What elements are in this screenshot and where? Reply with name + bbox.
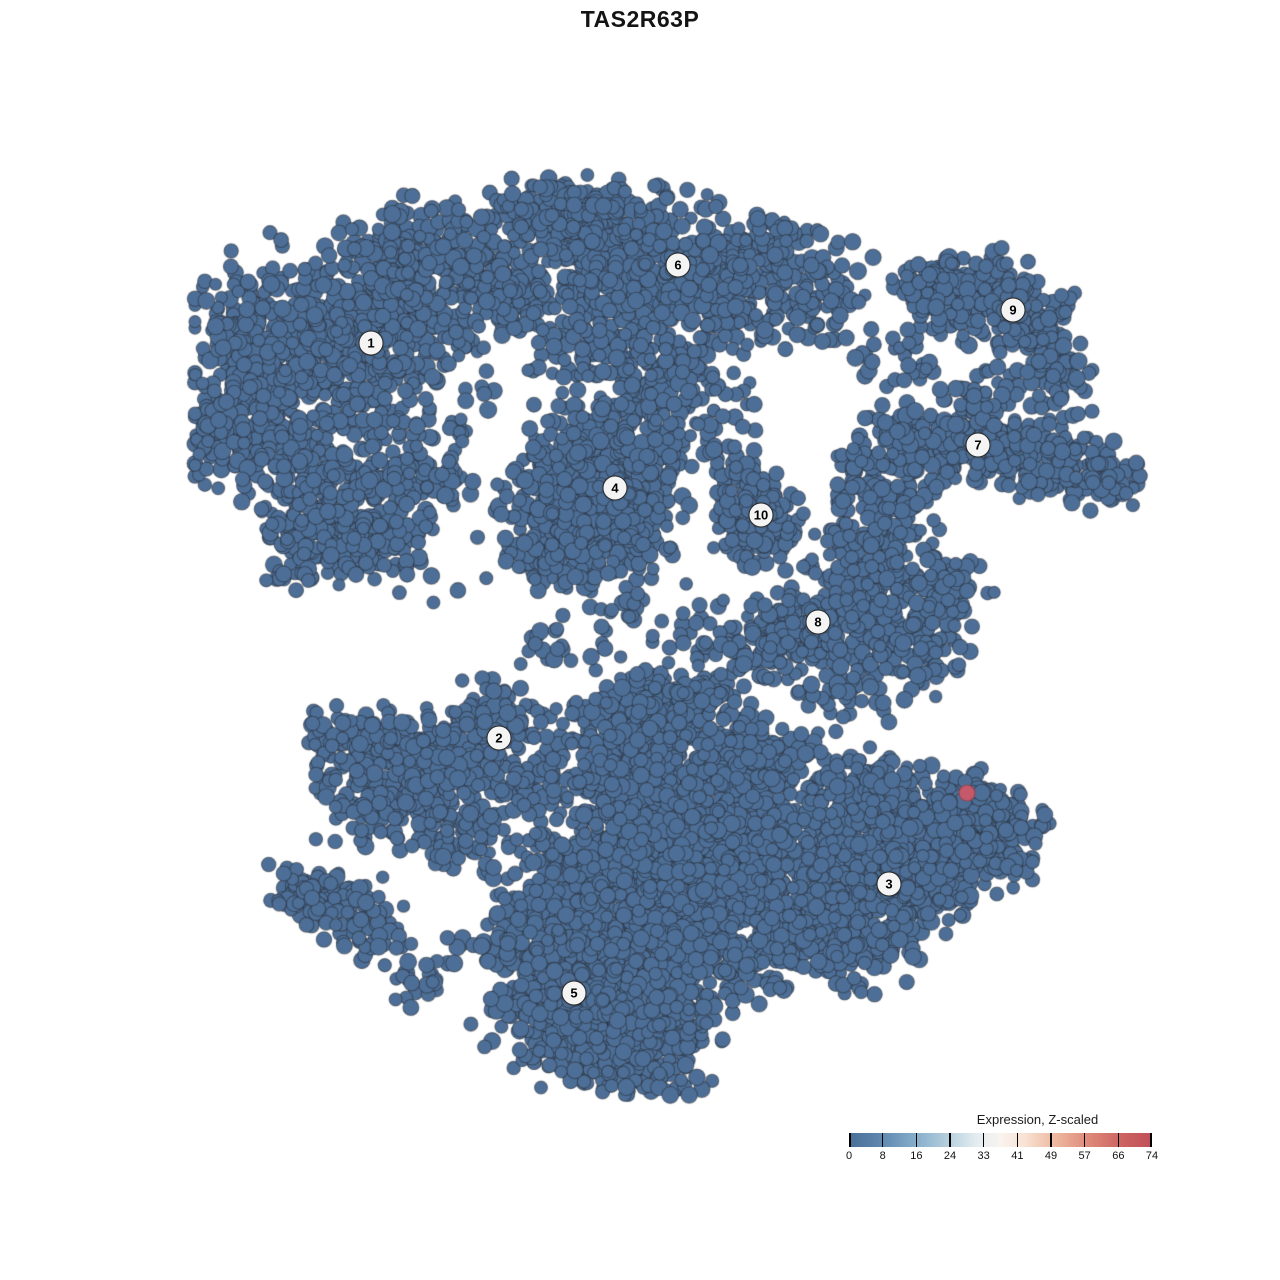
cluster-label-4: 4 <box>602 475 628 501</box>
legend-tick-label: 33 <box>977 1150 990 1162</box>
legend-tick-mark <box>915 1133 918 1147</box>
legend-tick-label: 66 <box>1112 1150 1125 1162</box>
legend-tick-label: 49 <box>1044 1150 1058 1162</box>
legend-tick-mark <box>849 1133 851 1147</box>
cluster-label-10: 10 <box>748 502 774 528</box>
cluster-label-6: 6 <box>665 252 691 278</box>
legend-tick-mark <box>1050 1133 1052 1147</box>
cluster-label-9: 9 <box>1000 297 1026 323</box>
cluster-label-7: 7 <box>965 432 991 458</box>
legend-tick-label: 57 <box>1078 1150 1091 1162</box>
legend-tick-mark <box>1083 1133 1086 1147</box>
cluster-label-1: 1 <box>358 330 384 356</box>
legend-tick-mark <box>949 1133 951 1147</box>
legend-tick-label: 8 <box>879 1150 886 1162</box>
legend-tick-label: 0 <box>845 1150 853 1162</box>
cluster-label-8: 8 <box>805 609 831 635</box>
legend-tick-mark <box>1150 1133 1152 1147</box>
legend-tick-label: 74 <box>1145 1150 1159 1162</box>
legend-gradient-bar <box>849 1133 1152 1147</box>
legend-tick-mark <box>982 1133 985 1147</box>
legend-tick-label: 41 <box>1011 1150 1024 1162</box>
legend-tick-label: 16 <box>910 1150 923 1162</box>
legend-tick-mark <box>1016 1133 1019 1147</box>
cluster-label-5: 5 <box>561 980 587 1006</box>
legend-tick-mark <box>1117 1133 1120 1147</box>
legend-tick-label: 24 <box>943 1150 957 1162</box>
expression-legend: Expression, Z-scaled 0 8 16 24 33 41 49 57 66 74 <box>846 1112 1158 1164</box>
legend-title: Expression, Z-scaled <box>976 1112 1099 1127</box>
cluster-label-3: 3 <box>876 871 902 897</box>
legend-tick-mark <box>881 1133 884 1147</box>
cluster-label-2: 2 <box>486 725 512 751</box>
